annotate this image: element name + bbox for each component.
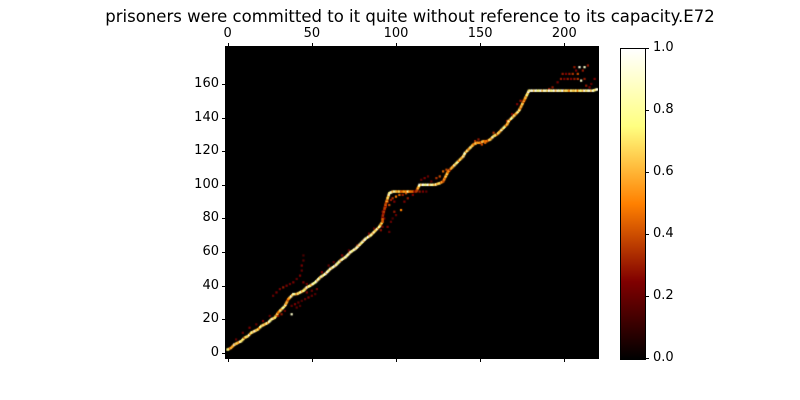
- y-tick-label: 140: [194, 109, 219, 125]
- y-tick-mark: [222, 117, 226, 119]
- y-tick-mark: [222, 184, 226, 186]
- x-tick-mark-bottom: [396, 358, 397, 362]
- y-tick-label: 120: [194, 143, 219, 159]
- plot-area: [225, 46, 599, 359]
- chart-title: prisoners were committed to it quite wit…: [105, 7, 715, 26]
- colorbar-tick-mark: [645, 358, 649, 359]
- x-tick-label: 150: [467, 26, 493, 41]
- x-tick-mark-top: [480, 43, 482, 47]
- x-tick-mark-top: [227, 43, 229, 47]
- colorbar: [620, 48, 646, 360]
- y-tick-label: 80: [202, 210, 219, 226]
- x-tick-label: 200: [551, 26, 577, 41]
- y-tick-label: 40: [202, 277, 219, 293]
- y-tick-mark: [222, 151, 226, 153]
- x-tick-mark-bottom: [227, 358, 229, 362]
- colorbar-tick-label: 1.0: [653, 40, 674, 55]
- colorbar-tick-label: 0.2: [653, 288, 674, 303]
- x-tick-label: 0: [223, 26, 232, 41]
- y-tick-label: 60: [202, 244, 219, 260]
- colorbar-tick-label: 0.4: [653, 226, 674, 241]
- y-tick-mark: [222, 319, 226, 321]
- colorbar-tick-mark: [645, 234, 649, 235]
- colorbar-tick-mark: [645, 296, 649, 297]
- colorbar-tick-label: 0.0: [653, 350, 674, 365]
- y-tick-mark: [222, 352, 226, 354]
- x-tick-mark-top: [396, 43, 397, 47]
- y-tick-mark: [222, 285, 226, 287]
- y-tick-label: 160: [194, 75, 219, 91]
- colorbar-tick-mark: [645, 172, 649, 173]
- x-tick-mark-bottom: [564, 358, 566, 362]
- y-tick-mark: [222, 218, 226, 220]
- colorbar-tick-mark: [645, 110, 649, 111]
- x-tick-mark-bottom: [311, 358, 313, 362]
- x-tick-mark-bottom: [480, 358, 482, 362]
- colorbar-tick-label: 0.8: [653, 102, 674, 117]
- y-tick-label: 20: [202, 311, 219, 327]
- colorbar-tick-mark: [645, 48, 649, 49]
- y-tick-label: 100: [194, 176, 219, 192]
- colorbar-tick-label: 0.6: [653, 164, 674, 179]
- y-tick-label: 0: [210, 344, 219, 360]
- heatmap-canvas: [226, 47, 598, 358]
- y-tick-mark: [222, 83, 226, 85]
- x-tick-label: 50: [303, 26, 321, 41]
- x-tick-label: 100: [383, 26, 409, 41]
- y-tick-mark: [222, 252, 226, 254]
- x-tick-mark-top: [311, 43, 313, 47]
- x-tick-mark-top: [564, 43, 566, 47]
